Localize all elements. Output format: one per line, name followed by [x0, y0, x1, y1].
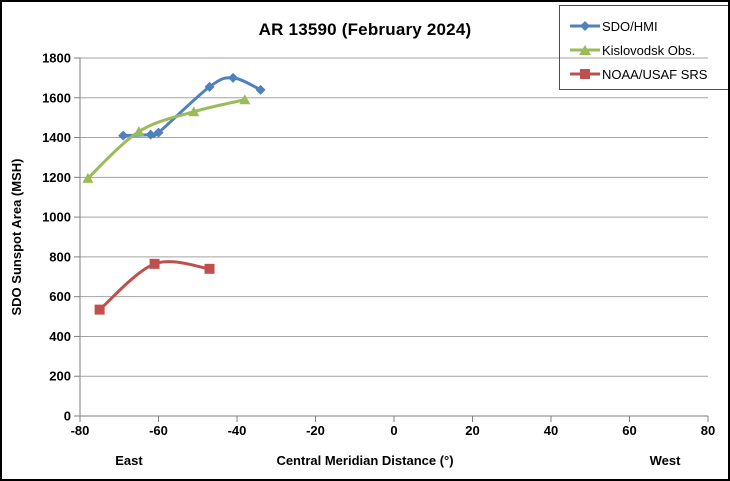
- y-tick-label: 600: [49, 289, 71, 304]
- x-tick-label: -40: [228, 423, 247, 438]
- y-tick-label: 400: [49, 329, 71, 344]
- legend-item-sdo-hmi: SDO/HMI: [569, 14, 658, 38]
- triangle-marker-icon: [570, 45, 600, 55]
- legend-item-kislovodsk: Kislovodsk Obs.: [569, 38, 695, 62]
- marker-sdo-hmi: [204, 81, 215, 92]
- square-marker-icon: [570, 69, 600, 79]
- legend-label-noaa: NOAA/USAF SRS: [602, 66, 708, 82]
- x-tick-label: 0: [390, 423, 397, 438]
- y-axis-title: SDO Sunspot Area (MSH): [9, 158, 24, 316]
- legend-item-noaa: NOAA/USAF SRS: [569, 62, 707, 86]
- y-tick-label: 800: [49, 249, 71, 264]
- x-tick-label: 20: [465, 423, 479, 438]
- legend: SDO/HMI Kislovodsk Obs. NOAA/USAF SRS: [559, 5, 728, 90]
- legend-label-kislovodsk: Kislovodsk Obs.: [602, 42, 696, 58]
- y-tick-label: 0: [64, 409, 71, 424]
- x-axis-title: Central Meridian Distance (°): [276, 453, 454, 468]
- marker-noaa-usaf-srs: [149, 258, 160, 269]
- y-tick-label: 1400: [42, 130, 71, 145]
- legend-label-sdo-hmi: SDO/HMI: [602, 18, 658, 34]
- marker-kislovodsk-obs: [239, 94, 251, 105]
- x-tick-label: 80: [701, 423, 715, 438]
- x-tick-label: 40: [544, 423, 558, 438]
- y-tick-label: 1600: [42, 90, 71, 105]
- chart-title: AR 13590 (February 2024): [258, 20, 472, 39]
- marker-sdo-hmi: [153, 127, 164, 138]
- west-direction-label: West: [649, 453, 681, 468]
- marker-noaa-usaf-srs: [204, 263, 215, 274]
- marker-sdo-hmi: [228, 72, 239, 83]
- y-tick-label: 200: [49, 369, 71, 384]
- marker-sdo-hmi: [118, 130, 129, 141]
- diamond-marker-icon: [570, 21, 600, 31]
- x-tick-label: -60: [149, 423, 168, 438]
- x-tick-label: 60: [622, 423, 636, 438]
- y-tick-label: 1000: [42, 210, 71, 225]
- east-direction-label: East: [115, 453, 143, 468]
- marker-kislovodsk-obs: [82, 172, 94, 183]
- marker-noaa-usaf-srs: [94, 304, 105, 315]
- y-tick-label: 1200: [42, 170, 71, 185]
- marker-kislovodsk-obs: [188, 106, 200, 117]
- series-line-kislovodsk-obs: [86, 98, 247, 180]
- y-tick-label: 1800: [42, 51, 71, 66]
- x-tick-label: -80: [71, 423, 90, 438]
- x-tick-label: -20: [306, 423, 325, 438]
- marker-sdo-hmi: [145, 129, 156, 140]
- marker-kislovodsk-obs: [133, 126, 145, 137]
- marker-sdo-hmi: [255, 84, 266, 95]
